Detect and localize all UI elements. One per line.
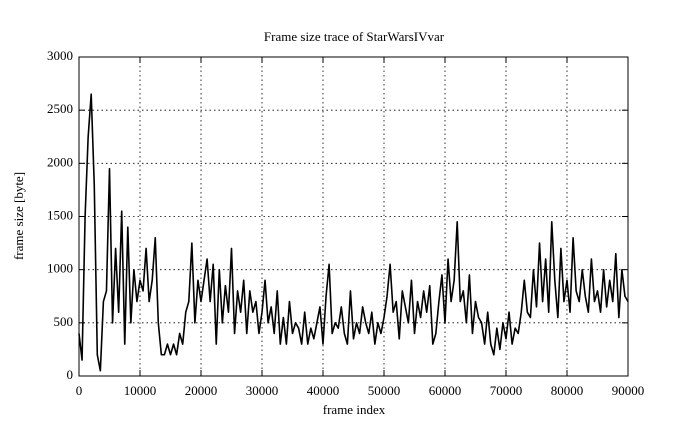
- trace-line: [78, 93, 629, 372]
- x-axis-label: frame index: [323, 402, 386, 417]
- y-tick-label: 1000: [47, 261, 73, 276]
- x-tick-label: 60000: [429, 383, 462, 398]
- x-tick-label: 40000: [307, 383, 340, 398]
- x-tick-label: 10000: [124, 383, 157, 398]
- y-tick-label: 3000: [47, 48, 73, 63]
- y-tick-label: 500: [54, 314, 74, 329]
- x-tick-label: 70000: [490, 383, 523, 398]
- x-tick-label: 0: [76, 383, 83, 398]
- x-tick-label: 80000: [551, 383, 584, 398]
- y-tick-label: 2000: [47, 154, 73, 169]
- x-tick-label: 90000: [612, 383, 645, 398]
- y-tick-label: 0: [67, 367, 74, 382]
- x-tick-label: 50000: [368, 383, 401, 398]
- y-tick-label: 2500: [47, 101, 73, 116]
- y-tick-label: 1500: [47, 207, 73, 222]
- plot-frame: [78, 56, 629, 377]
- y-axis-label: frame size [byte]: [11, 172, 26, 260]
- x-tick-label: 20000: [185, 383, 218, 398]
- x-tick-label: 30000: [246, 383, 279, 398]
- chart-title: Frame size trace of StarWarsIVvar: [264, 29, 445, 44]
